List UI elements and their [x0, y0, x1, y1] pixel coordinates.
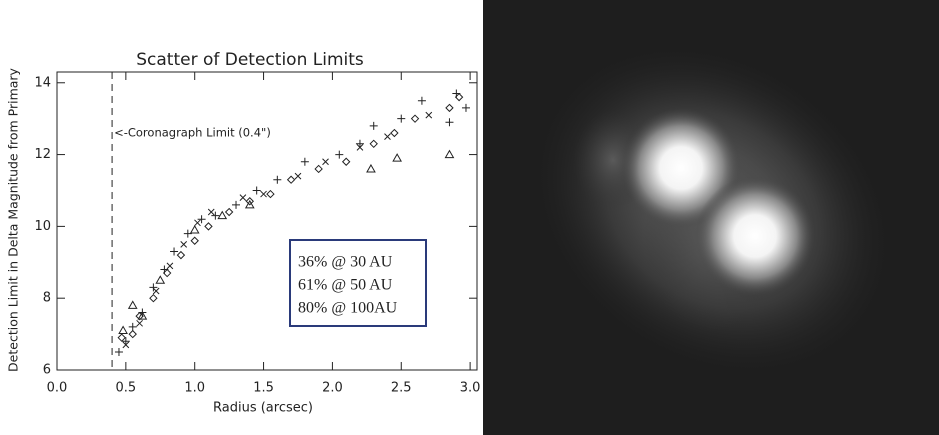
info-text: 36% @ 30 AU [298, 254, 393, 271]
point [273, 175, 282, 184]
point [204, 222, 213, 231]
x-tick-label: 1.5 [253, 381, 274, 396]
point [149, 283, 158, 292]
point [128, 329, 137, 339]
point [341, 157, 351, 166]
point [217, 210, 228, 220]
x-tick-label: 0.0 [47, 381, 68, 396]
x-tick-label: 2.5 [391, 381, 412, 396]
point [366, 163, 376, 173]
y-tick-label: 10 [34, 219, 51, 234]
point [194, 219, 201, 227]
info-text: 61% @ 50 AU [298, 277, 393, 294]
point [252, 186, 261, 195]
point [170, 247, 179, 256]
point [314, 164, 323, 174]
x-tick-label: 1.0 [184, 381, 205, 396]
point [114, 348, 123, 357]
point [356, 144, 364, 151]
point [445, 103, 454, 113]
point [266, 189, 275, 199]
point [239, 194, 247, 202]
point [121, 337, 130, 346]
y-tick-label: 12 [34, 147, 51, 162]
point [390, 128, 399, 138]
point [180, 240, 188, 248]
x-axis-label: Radius (arcsec) [213, 401, 313, 416]
point [384, 133, 391, 140]
point [445, 118, 454, 127]
point [232, 200, 241, 209]
point [392, 153, 402, 162]
point [118, 325, 128, 335]
point [155, 275, 166, 284]
y-tick-label: 14 [34, 75, 51, 90]
point [122, 341, 130, 349]
point [300, 157, 309, 166]
point [294, 172, 302, 180]
point [162, 268, 172, 278]
point [322, 158, 329, 166]
y-tick-label: 6 [43, 363, 51, 378]
image-panel [483, 0, 939, 435]
point [136, 319, 143, 327]
point [369, 121, 378, 130]
info-text: 80% @ 100AU [298, 300, 398, 317]
x-tick-label: 2.0 [322, 381, 343, 396]
point [425, 111, 433, 119]
plot-frame [56, 71, 478, 371]
point [444, 149, 455, 159]
annotation: <-Coronagraph Limit (0.4") [114, 126, 271, 140]
point [245, 197, 254, 206]
point [397, 114, 406, 123]
point [211, 211, 220, 220]
point [417, 96, 426, 105]
point [166, 262, 174, 270]
chart: Scatter of Detection Limits Radius (arcs… [6, 50, 481, 416]
point [176, 250, 186, 260]
point [355, 139, 364, 148]
point [260, 190, 267, 198]
point [410, 114, 420, 123]
point [335, 150, 344, 159]
point [197, 215, 206, 224]
point [461, 103, 470, 112]
point [244, 199, 255, 209]
point [454, 92, 464, 102]
y-tick-label: 8 [43, 291, 51, 306]
point [369, 139, 378, 149]
point [286, 175, 296, 184]
star [695, 176, 815, 296]
point [137, 311, 148, 320]
point [127, 300, 138, 309]
x-tick-label: 3.0 [460, 381, 480, 396]
point [189, 224, 200, 234]
point [135, 311, 144, 321]
y-axis-label: Detection Limit in Delta Magnitude from … [6, 67, 21, 372]
point [207, 208, 215, 216]
info-box [289, 239, 427, 327]
point [224, 207, 234, 217]
chart-title: Scatter of Detection Limits [136, 50, 364, 70]
x-tick-label: 0.5 [116, 381, 137, 396]
point [183, 229, 192, 238]
point [117, 333, 126, 342]
point [149, 293, 158, 303]
point [152, 287, 160, 295]
point [128, 322, 137, 331]
point [190, 236, 199, 245]
